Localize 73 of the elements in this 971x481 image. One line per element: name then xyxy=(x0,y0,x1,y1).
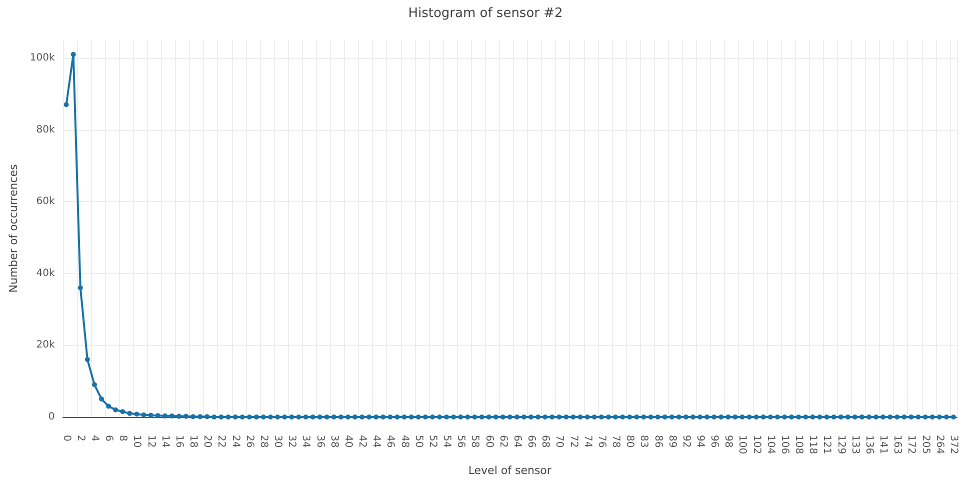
x-tick-label: 96 xyxy=(708,435,720,448)
x-tick-label: 86 xyxy=(652,435,664,448)
x-tick-label: 10 xyxy=(131,435,142,448)
x-tick-label: 68 xyxy=(540,435,551,448)
x-tick-label: 54 xyxy=(441,435,452,448)
x-tick-label: 121 xyxy=(821,435,832,454)
x-tick-label: 56 xyxy=(455,435,466,448)
x-tick-label: 92 xyxy=(680,435,692,448)
y-tick-label: 60k xyxy=(36,196,55,208)
x-tick-label: 141 xyxy=(878,435,889,454)
x-tick-label: 34 xyxy=(300,435,312,448)
x-tick-label: 62 xyxy=(497,435,508,448)
y-tick-label: 40k xyxy=(36,268,55,279)
x-tick-label: 108 xyxy=(793,435,804,454)
x-tick-label: 0 xyxy=(60,435,72,442)
x-tick-label: 70 xyxy=(554,435,565,448)
x-tick-label: 80 xyxy=(624,435,636,448)
x-tick-label: 26 xyxy=(244,435,255,448)
x-tick-label: 8 xyxy=(117,435,128,442)
y-tick-label: 0 xyxy=(48,412,55,422)
x-tick-label: 44 xyxy=(370,435,382,448)
x-axis-title: Level of sensor xyxy=(468,464,552,477)
x-tick-label: 78 xyxy=(610,435,622,448)
x-tick-label: 6 xyxy=(103,435,114,442)
x-tick-label: 104 xyxy=(764,435,776,454)
x-tick-label: 89 xyxy=(666,435,678,448)
x-tick-label: 30 xyxy=(272,435,284,448)
x-tick-label: 50 xyxy=(412,435,424,448)
x-tick-label: 163 xyxy=(892,435,903,454)
x-tick-label: 60 xyxy=(483,435,494,448)
x-tick-label: 16 xyxy=(173,435,184,448)
y-tick-label: 100k xyxy=(30,52,55,64)
x-tick-label: 205 xyxy=(920,435,931,454)
x-tick-label: 24 xyxy=(230,435,241,448)
x-tick-label: 42 xyxy=(356,435,368,448)
y-tick-label: 20k xyxy=(36,340,55,351)
x-tick-label: 46 xyxy=(384,435,396,448)
x-tick-label: 18 xyxy=(188,435,199,448)
x-tick-label: 98 xyxy=(722,435,734,448)
x-tick-label: 74 xyxy=(582,435,593,448)
x-tick-label: 32 xyxy=(286,435,298,448)
x-tick-label: 172 xyxy=(906,435,917,454)
y-axis-title: Number of occurrences xyxy=(7,164,20,293)
x-tick-label: 20 xyxy=(202,435,213,448)
x-tick-label: 94 xyxy=(694,435,706,448)
x-tick-label: 102 xyxy=(750,435,762,454)
x-tick-label: 372 xyxy=(948,435,959,454)
x-tick-label: 72 xyxy=(568,435,579,448)
x-tick-label: 2 xyxy=(74,435,86,442)
x-tick-label: 66 xyxy=(526,435,537,448)
x-tick-label: 58 xyxy=(469,435,480,448)
chart-title: Histogram of sensor #2 xyxy=(408,6,563,21)
x-tick-label: 83 xyxy=(638,435,650,448)
x-tick-label: 4 xyxy=(88,435,100,442)
x-tick-label: 52 xyxy=(426,435,438,448)
x-tick-label: 133 xyxy=(849,435,860,454)
x-tick-label: 22 xyxy=(216,435,227,448)
x-tick-label: 38 xyxy=(328,435,340,448)
y-tick-label: 80k xyxy=(36,124,55,136)
x-tick-label: 136 xyxy=(863,435,874,454)
x-tick-label: 100 xyxy=(736,435,748,454)
x-tick-label: 12 xyxy=(145,435,156,448)
x-tick-label: 264 xyxy=(934,435,945,454)
x-tick-label: 64 xyxy=(511,435,522,448)
x-tick-label: 106 xyxy=(778,435,790,454)
x-tick-label: 76 xyxy=(596,435,607,448)
x-tick-label: 48 xyxy=(398,435,410,448)
x-tick-label: 14 xyxy=(159,435,170,448)
x-tick-label: 28 xyxy=(258,435,269,448)
x-tick-label: 40 xyxy=(342,435,354,448)
x-tick-label: 129 xyxy=(835,435,846,454)
x-tick-label: 118 xyxy=(807,435,818,454)
x-tick-label: 36 xyxy=(314,435,326,448)
